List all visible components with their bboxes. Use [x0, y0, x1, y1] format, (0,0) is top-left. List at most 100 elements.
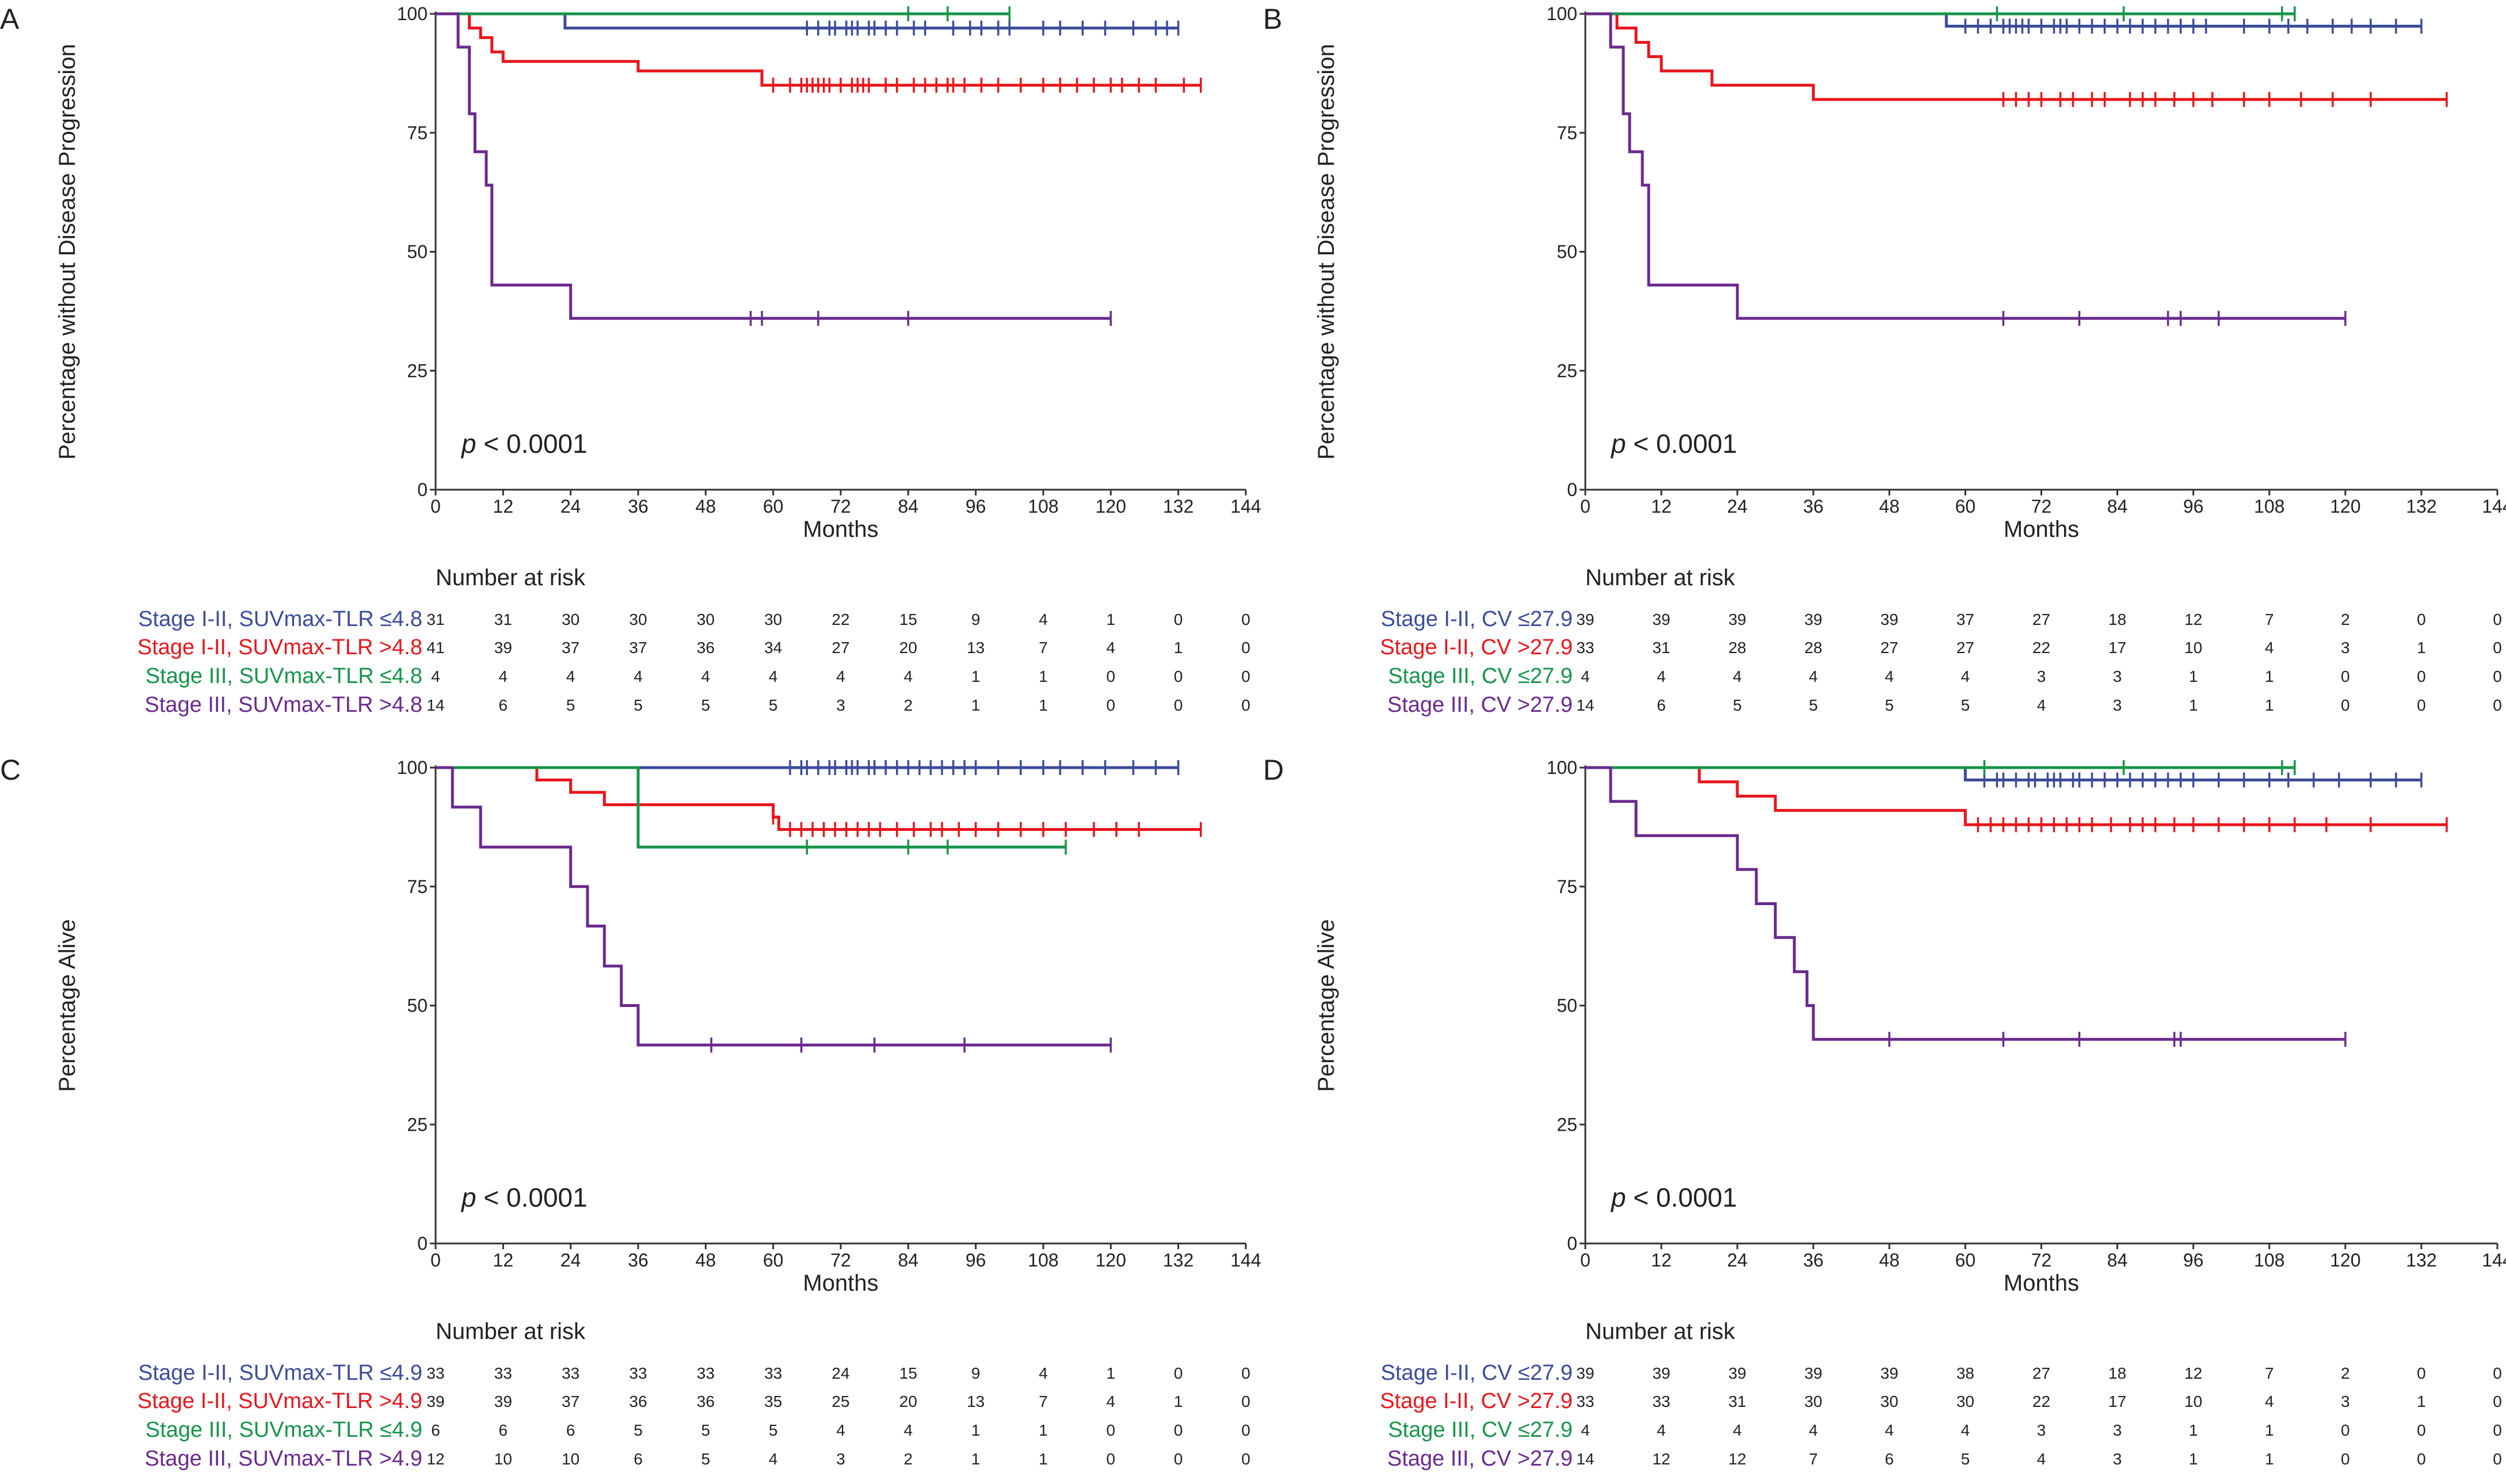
risk-count: 2	[904, 696, 913, 714]
risk-count: 4	[904, 667, 913, 685]
series-stage-iii-high	[436, 12, 1112, 326]
y-axis-title: Percentage without Disease Progression	[55, 44, 80, 460]
x-tick-label: 48	[696, 496, 716, 517]
x-tick-label: 108	[1028, 496, 1058, 517]
risk-count: 10	[494, 1450, 512, 1468]
risk-table-title: Number at risk	[1585, 565, 1735, 590]
x-tick-label: 60	[1955, 496, 1976, 517]
risk-count: 1	[2265, 696, 2274, 714]
p-value-label: p < 0.0001	[460, 429, 588, 459]
x-tick-label: 120	[1096, 496, 1126, 517]
x-tick-label: 144	[1230, 1250, 1261, 1271]
p-value-symbol: p	[460, 429, 476, 459]
x-tick-label: 96	[2183, 1250, 2204, 1271]
risk-count: 0	[1107, 696, 1116, 714]
y-tick-label: 75	[407, 876, 428, 897]
risk-count: 7	[1039, 639, 1048, 657]
risk-count: 1	[971, 1421, 981, 1439]
survival-curve-line	[1585, 12, 2345, 320]
risk-count: 3	[2037, 667, 2046, 685]
panel-letter: A	[0, 3, 20, 35]
risk-count: 22	[831, 611, 849, 628]
risk-count: 4	[2037, 1450, 2046, 1468]
km-panel-b: B025507510001224364860728496108120132144…	[1263, 3, 2506, 717]
y-tick-label: 50	[1557, 995, 1577, 1016]
risk-count: 14	[1576, 1450, 1594, 1468]
risk-count: 4	[1107, 639, 1116, 657]
panel-letter: C	[0, 754, 21, 786]
risk-count: 41	[426, 639, 444, 657]
risk-count: 0	[2493, 696, 2502, 714]
x-tick-label: 120	[2330, 1250, 2360, 1271]
risk-count: 4	[1733, 667, 1742, 685]
risk-count: 0	[2341, 1421, 2350, 1439]
risk-count: 15	[899, 1364, 917, 1382]
x-tick-label: 72	[830, 496, 851, 517]
risk-row-label: Stage III, CV >27.9	[1387, 693, 1573, 717]
risk-count: 4	[1961, 667, 1970, 685]
risk-count: 4	[2037, 696, 2046, 714]
risk-count: 13	[967, 1393, 985, 1410]
x-tick-label: 84	[898, 496, 919, 517]
risk-count: 6	[499, 1421, 508, 1439]
risk-count: 0	[1174, 1450, 1183, 1468]
risk-row-label: Stage I-II, SUVmax-TLR ≤4.9	[138, 1361, 422, 1385]
risk-count: 0	[2341, 696, 2350, 714]
x-tick-label: 60	[1955, 1250, 1976, 1271]
p-value-text: < 0.0001	[1626, 1182, 1737, 1212]
risk-count: 9	[971, 611, 981, 628]
km-panel-d: D025507510001224364860728496108120132144…	[1263, 754, 2506, 1471]
series-stage-iii-low	[1585, 760, 2296, 775]
risk-row-label: Stage I-II, CV ≤27.9	[1381, 1361, 1573, 1385]
risk-count: 1	[1174, 1393, 1183, 1410]
risk-count: 0	[1174, 696, 1183, 714]
risk-count: 0	[1174, 667, 1183, 685]
risk-count: 1	[1107, 1364, 1116, 1382]
risk-count: 4	[1733, 1421, 1742, 1439]
risk-count: 24	[831, 1364, 849, 1382]
x-tick-label: 48	[1879, 1250, 1900, 1271]
x-tick-label: 36	[628, 496, 649, 517]
y-tick-label: 100	[1547, 757, 1577, 778]
y-tick-label: 100	[397, 757, 428, 778]
risk-count: 39	[1653, 1364, 1670, 1382]
risk-count: 27	[831, 639, 849, 657]
risk-count: 1	[1039, 696, 1048, 714]
risk-count: 3	[2037, 1421, 2046, 1439]
risk-count: 7	[1809, 1450, 1818, 1468]
p-value-label: p < 0.0001	[1610, 429, 1737, 459]
risk-count: 31	[494, 611, 512, 628]
survival-curve-line	[436, 766, 1066, 849]
y-axis-title: Percentage Alive	[55, 919, 80, 1092]
risk-count: 30	[629, 611, 647, 628]
risk-row-label: Stage III, SUVmax-TLR >4.8	[144, 693, 422, 717]
series-stage-iii-low	[436, 6, 1011, 21]
risk-count: 0	[1174, 1364, 1183, 1382]
risk-count: 4	[1581, 1421, 1590, 1439]
x-tick-label: 144	[2482, 496, 2506, 517]
risk-count: 28	[1729, 639, 1746, 657]
x-tick-label: 12	[493, 1250, 514, 1271]
risk-row-label: Stage I-II, SUVmax-TLR >4.8	[138, 635, 422, 659]
risk-count: 33	[1576, 639, 1594, 657]
risk-count: 6	[634, 1450, 643, 1468]
x-tick-label: 132	[1163, 1250, 1193, 1271]
series-stage-i-ii-high	[436, 766, 1202, 837]
risk-count: 30	[1881, 1393, 1898, 1410]
risk-count: 6	[566, 1421, 575, 1439]
y-tick-label: 0	[1567, 479, 1577, 500]
risk-count: 3	[2113, 696, 2122, 714]
risk-count: 0	[2493, 1393, 2502, 1410]
risk-count: 4	[1885, 1421, 1894, 1439]
risk-count: 33	[629, 1364, 647, 1382]
risk-row-label: Stage III, CV ≤27.9	[1388, 664, 1573, 688]
risk-row-label: Stage I-II, SUVmax-TLR ≤4.8	[138, 607, 422, 631]
x-tick-label: 60	[763, 1250, 784, 1271]
survival-curve-line	[436, 12, 1201, 87]
risk-count: 0	[2341, 667, 2350, 685]
series-stage-iii-low	[1585, 6, 2296, 21]
x-tick-label: 84	[2107, 1250, 2128, 1271]
risk-count: 0	[1241, 1364, 1250, 1382]
x-tick-label: 12	[493, 496, 514, 517]
